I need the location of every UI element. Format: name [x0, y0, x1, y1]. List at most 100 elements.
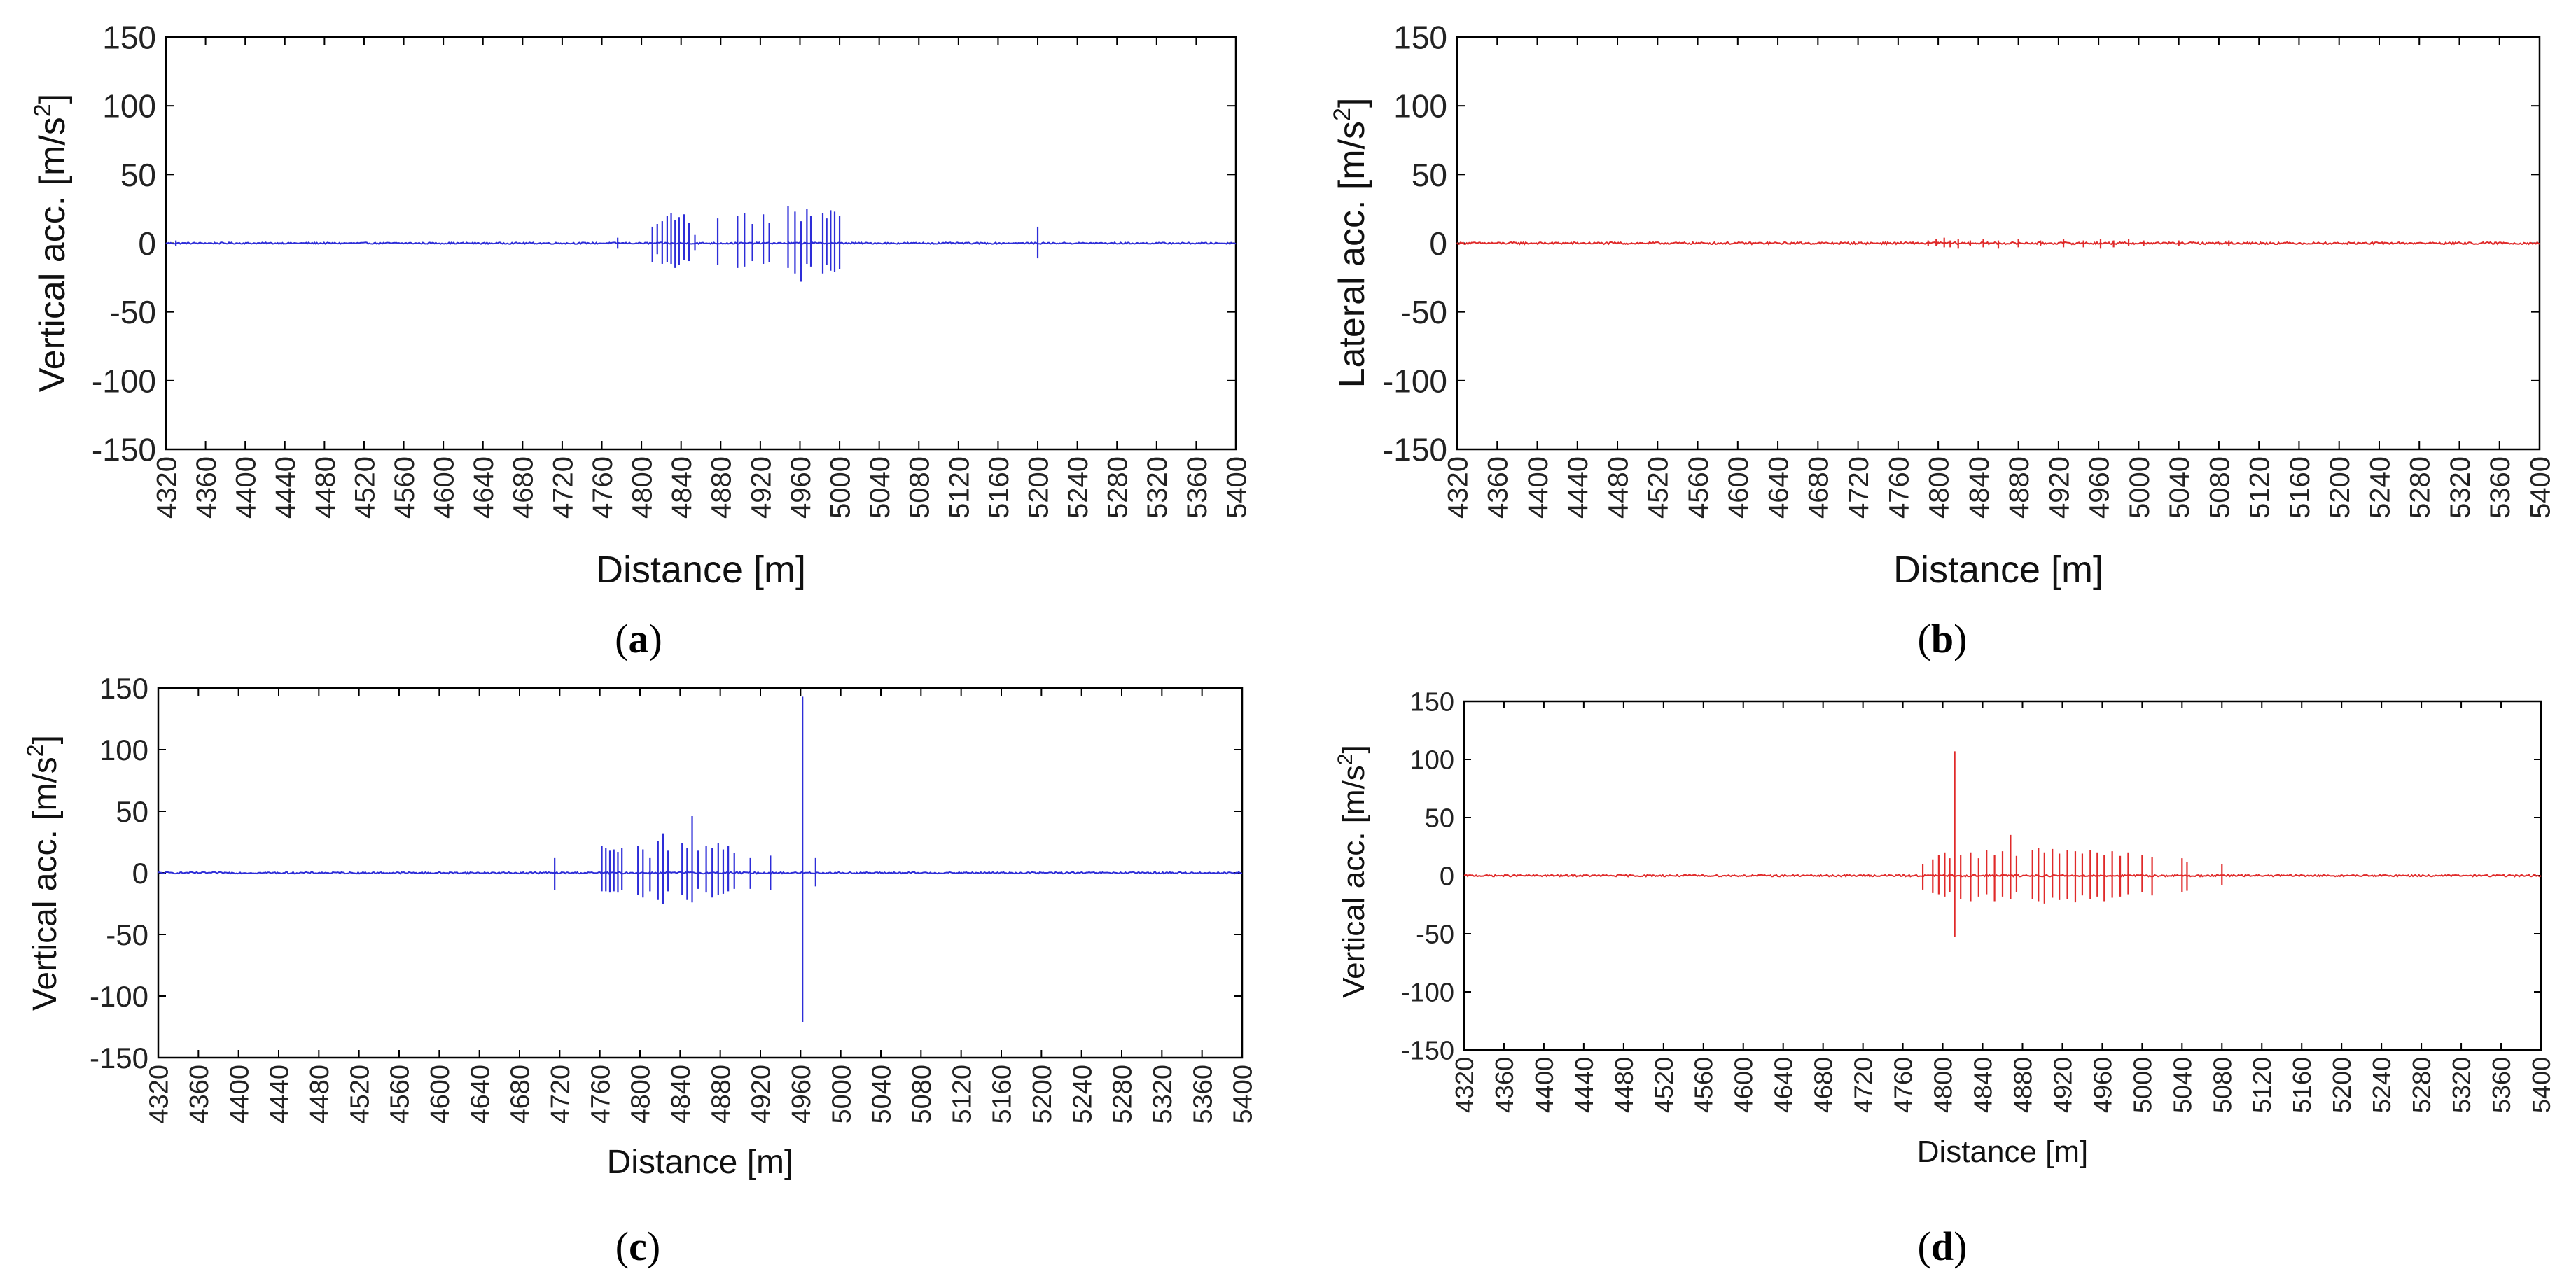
ytick-label-b-6: -150 [1383, 432, 1447, 468]
y-axis-title-d-main: Vertical acc. [m/s [1337, 765, 1371, 998]
xtick-label-b-25: 5320 [2445, 456, 2476, 519]
xtick-label-d-1: 4360 [1490, 1057, 1519, 1113]
xtick-label-b-13: 4840 [1964, 456, 1995, 519]
xtick-label-c-20: 5120 [947, 1065, 977, 1124]
xtick-label-d-9: 4680 [1809, 1057, 1838, 1113]
ytick-label-a-6: -150 [92, 432, 156, 468]
xtick-label-b-7: 4600 [1723, 456, 1754, 519]
xtick-label-a-1: 4360 [191, 456, 222, 519]
y-axis-title-b-end: ] [1332, 98, 1372, 108]
ytick-label-b-2: 50 [1412, 157, 1447, 193]
xtick-label-c-23: 5240 [1068, 1065, 1097, 1124]
xtick-label-b-9: 4680 [1804, 456, 1834, 519]
xtick-label-d-2: 4400 [1530, 1057, 1559, 1113]
xtick-label-c-19: 5080 [907, 1065, 937, 1124]
ytick-label-d-4: -50 [1416, 920, 1454, 950]
ytick-label-c-1: 100 [99, 734, 148, 766]
xticks-b: 4320 4360 4400 4440 4480 4520 4560 4600 4640 4680… [1442, 37, 2556, 519]
y-axis-title-b: Lateral acc. [m/s2] [1329, 98, 1372, 388]
xtick-label-b-14: 4880 [2004, 456, 2035, 519]
xtick-label-d-16: 4960 [2088, 1057, 2117, 1113]
series-b [1456, 237, 2540, 249]
panel-label-b: (b) [1918, 616, 1968, 661]
xtick-label-d-21: 5160 [2288, 1057, 2316, 1113]
xtick-label-d-5: 4520 [1650, 1057, 1678, 1113]
xtick-label-d-0: 4320 [1450, 1057, 1479, 1113]
xtick-label-c-15: 4920 [747, 1065, 777, 1124]
xticks-c: 4320 4360 4400 4440 4480 4520 4560 4600 4640 4680… [145, 688, 1258, 1124]
xtick-label-d-7: 4600 [1729, 1057, 1758, 1113]
xtick-label-d-15: 4920 [2048, 1057, 2077, 1113]
xtick-label-c-0: 4320 [145, 1065, 174, 1124]
ytick-label-d-3: 0 [1440, 862, 1454, 892]
xtick-label-a-26: 5360 [1182, 456, 1213, 519]
xtick-label-b-0: 4320 [1442, 456, 1473, 519]
xtick-label-d-4: 4480 [1610, 1057, 1638, 1113]
ytick-label-d-0: 150 [1410, 688, 1454, 717]
xtick-label-d-25: 5320 [2447, 1057, 2476, 1113]
panel-label-c: (c) [615, 1224, 660, 1269]
x-axis-title-c: Distance [m] [607, 1144, 794, 1181]
xtick-label-d-23: 5240 [2367, 1057, 2396, 1113]
xtick-label-a-24: 5280 [1103, 456, 1134, 519]
xtick-label-c-16: 4960 [787, 1065, 816, 1124]
panel-label-d: (d) [1918, 1224, 1968, 1269]
xtick-label-a-6: 4560 [389, 456, 420, 519]
xtick-label-b-3: 4440 [1563, 456, 1594, 519]
panel-label-a: (a) [615, 616, 662, 661]
ytick-label-a-2: 50 [120, 157, 156, 193]
xtick-label-c-27: 5400 [1229, 1065, 1258, 1124]
xtick-label-c-9: 4680 [506, 1065, 536, 1124]
xticks-d: 4320 4360 4400 4440 4480 4520 4560 4600 4640 4680… [1450, 701, 2556, 1113]
xtick-label-a-22: 5200 [1023, 456, 1054, 519]
ytick-label-b-4: -50 [1401, 294, 1447, 330]
y-axis-title-c-sup: 2 [22, 744, 48, 757]
xtick-label-a-8: 4640 [468, 456, 499, 519]
yticks-a: 150 100 50 0 -50 -100 -150 [92, 20, 1236, 468]
xtick-label-a-14: 4880 [706, 456, 737, 519]
xtick-label-c-25: 5320 [1148, 1065, 1178, 1124]
xtick-label-a-15: 4920 [746, 456, 777, 519]
xtick-label-b-18: 5040 [2164, 456, 2195, 519]
xtick-label-a-18: 5040 [865, 456, 896, 519]
ytick-label-c-2: 50 [116, 795, 148, 828]
xtick-label-d-26: 5360 [2487, 1057, 2516, 1113]
xtick-label-d-18: 5040 [2168, 1057, 2196, 1113]
xtick-label-b-27: 5400 [2525, 456, 2556, 519]
series-baseline-c [158, 871, 1243, 875]
xtick-label-a-25: 5320 [1142, 456, 1173, 519]
panel-letter-b: b [1931, 616, 1954, 661]
xtick-label-d-12: 4800 [1929, 1057, 1958, 1113]
xtick-label-a-27: 5400 [1221, 456, 1252, 519]
xtick-label-b-24: 5280 [2405, 456, 2436, 519]
xtick-label-a-13: 4840 [667, 456, 697, 519]
xtick-label-c-10: 4720 [546, 1065, 576, 1124]
ytick-label-c-4: -50 [106, 918, 148, 951]
xtick-label-d-22: 5200 [2327, 1057, 2356, 1113]
xtick-label-a-16: 4960 [786, 456, 816, 519]
xtick-label-a-11: 4760 [587, 456, 618, 519]
xtick-label-c-21: 5160 [988, 1065, 1017, 1124]
ytick-label-d-6: -150 [1401, 1037, 1454, 1066]
xtick-label-b-11: 4760 [1884, 456, 1914, 519]
ytick-label-d-5: -100 [1401, 979, 1454, 1008]
xtick-label-d-6: 4560 [1690, 1057, 1718, 1113]
xtick-label-d-10: 4720 [1849, 1057, 1878, 1113]
xtick-label-a-12: 4800 [627, 456, 658, 519]
xtick-label-a-4: 4480 [310, 456, 341, 519]
xtick-label-d-8: 4640 [1769, 1057, 1798, 1113]
panel-c: 150 100 50 0 -50 -100 -150 4320 4360 4400 4440 448… [22, 672, 1258, 1269]
x-axis-title-a: Distance [m] [596, 549, 806, 591]
xtick-label-c-8: 4640 [466, 1065, 495, 1124]
xtick-label-b-22: 5200 [2325, 456, 2355, 519]
panel-d: 150 100 50 0 -50 -100 -150 4320 4360 4400 4440 448… [1334, 688, 2556, 1269]
y-axis-title-a: Vertical acc. [m/s2] [29, 94, 73, 392]
xtick-label-b-10: 4720 [1844, 456, 1874, 519]
xtick-label-c-5: 4520 [345, 1065, 375, 1124]
xtick-label-d-3: 4440 [1570, 1057, 1599, 1113]
xtick-label-b-15: 4920 [2044, 456, 2075, 519]
xtick-label-b-17: 5000 [2124, 456, 2155, 519]
y-axis-title-c: Vertical acc. [m/s2] [22, 735, 64, 1011]
xtick-label-b-19: 5080 [2204, 456, 2235, 519]
